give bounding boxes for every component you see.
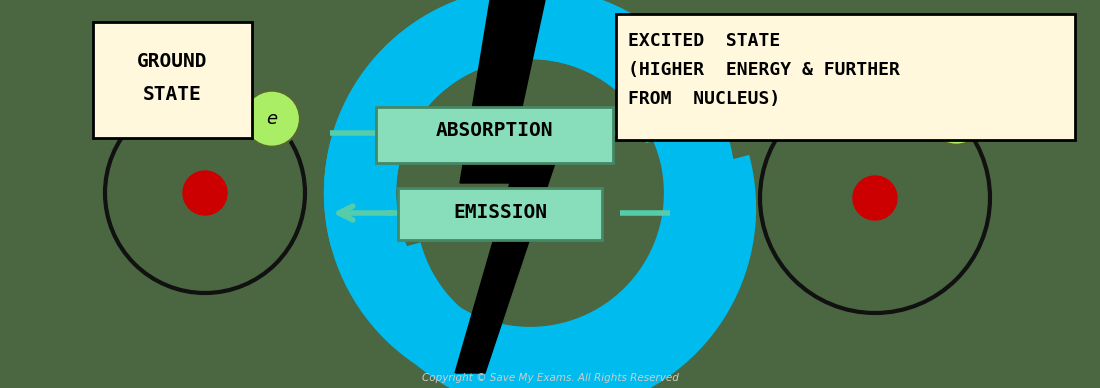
Circle shape [244, 91, 300, 147]
FancyBboxPatch shape [376, 107, 613, 163]
FancyBboxPatch shape [94, 22, 252, 138]
Text: ABSORPTION: ABSORPTION [436, 121, 553, 140]
Text: e: e [950, 108, 961, 126]
Text: EMISSION: EMISSION [453, 203, 547, 222]
FancyBboxPatch shape [398, 188, 602, 240]
Polygon shape [455, 0, 556, 373]
Text: EXCITED  STATE
(HIGHER  ENERGY & FURTHER
FROM  NUCLEUS): EXCITED STATE (HIGHER ENERGY & FURTHER F… [628, 32, 900, 108]
Text: e: e [266, 110, 277, 128]
FancyBboxPatch shape [616, 14, 1075, 140]
Circle shape [852, 176, 896, 220]
Text: GROUND
STATE: GROUND STATE [136, 52, 207, 104]
Circle shape [928, 89, 984, 145]
Text: Copyright © Save My Exams. All Rights Reserved: Copyright © Save My Exams. All Rights Re… [421, 373, 679, 383]
Circle shape [183, 171, 227, 215]
